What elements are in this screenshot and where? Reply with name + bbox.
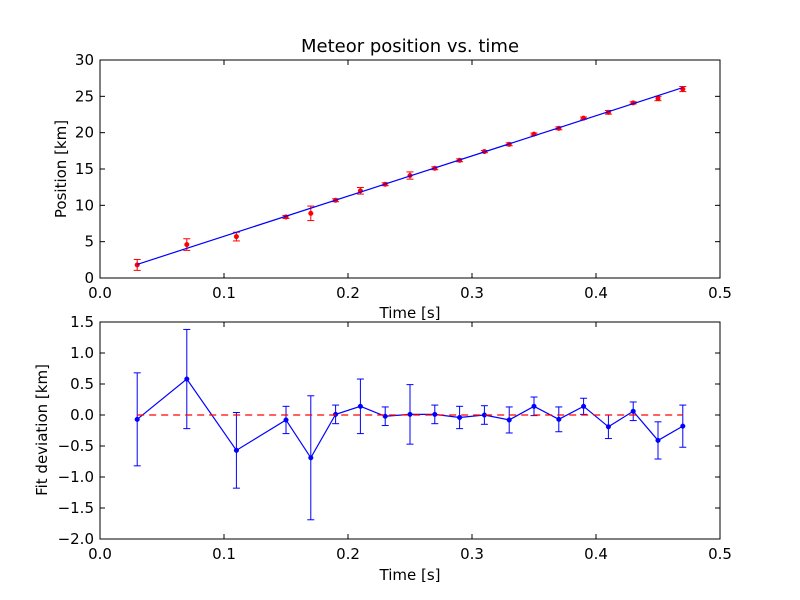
deviation-data-point bbox=[357, 403, 363, 409]
deviation-data-point bbox=[407, 411, 413, 417]
deviation-y-tick-label: 1.5 bbox=[70, 313, 94, 331]
deviation-data-point bbox=[680, 423, 686, 429]
deviation-chart-frame bbox=[99, 321, 721, 540]
position-data-point bbox=[655, 95, 661, 102]
deviation-x-tick-label: 0.5 bbox=[708, 545, 732, 563]
position-x-tick-label: 0.1 bbox=[212, 284, 236, 302]
deviation-data-point bbox=[556, 416, 562, 422]
deviation-x-tick-label: 0.3 bbox=[460, 545, 484, 563]
position-y-tick-label: 0 bbox=[84, 269, 94, 287]
position-x-tick-label: 0.3 bbox=[460, 284, 484, 302]
deviation-x-tick-label: 0.0 bbox=[88, 545, 112, 563]
position-y-tick-label: 25 bbox=[75, 87, 94, 105]
deviation-chart: 0.0 0.1 0.2 0.3 0.4 0.5 −2.0 −1.5 −1.0 −0.5 0.0 0.5… bbox=[33, 313, 732, 584]
deviation-x-tick-label: 0.1 bbox=[212, 545, 236, 563]
position-chart: Meteor position vs. time 0.0 0.1 0.2 0.3 0.4… bbox=[52, 36, 732, 322]
position-x-tick-label: 0.4 bbox=[584, 284, 608, 302]
position-chart-plot-area bbox=[100, 60, 720, 278]
deviation-data-point bbox=[457, 414, 463, 421]
deviation-chart-series bbox=[133, 328, 687, 521]
deviation-y-tick-label: 0.0 bbox=[70, 406, 94, 424]
deviation-data-point bbox=[506, 417, 512, 423]
position-chart-frame bbox=[99, 59, 721, 279]
deviation-data-point bbox=[581, 403, 587, 409]
position-data-point bbox=[233, 234, 239, 240]
position-y-tick-label: 5 bbox=[84, 233, 94, 251]
deviation-x-tick-label: 0.2 bbox=[336, 545, 360, 563]
deviation-y-tick-label: −1.0 bbox=[58, 468, 94, 486]
position-data-point bbox=[680, 86, 686, 92]
position-y-tick-label: 15 bbox=[75, 160, 94, 178]
position-data-point bbox=[184, 242, 190, 248]
deviation-data-point bbox=[308, 455, 314, 461]
deviation-data-point bbox=[531, 403, 537, 409]
deviation-y-tick-label: −0.5 bbox=[58, 437, 94, 455]
position-chart-y-label: Position [km] bbox=[52, 120, 70, 218]
deviation-chart-ticks: 0.0 0.1 0.2 0.3 0.4 0.5 −2.0 −1.5 −1.0 −0.5 0.0 0.5… bbox=[58, 313, 732, 563]
deviation-data-point bbox=[283, 417, 289, 423]
position-y-tick-label: 10 bbox=[75, 196, 94, 214]
position-x-tick-label: 0.2 bbox=[336, 284, 360, 302]
deviation-data-point bbox=[134, 416, 140, 422]
deviation-data-point bbox=[630, 408, 636, 414]
position-x-tick-label: 0.5 bbox=[708, 284, 732, 302]
position-fit-line bbox=[137, 87, 683, 265]
deviation-y-tick-label: 0.5 bbox=[70, 375, 94, 393]
deviation-chart-y-label: Fit deviation [km] bbox=[33, 364, 51, 496]
deviation-data-point bbox=[655, 437, 661, 443]
deviation-x-tick-label: 0.4 bbox=[584, 545, 608, 563]
deviation-data-point bbox=[233, 447, 239, 453]
deviation-y-tick-label: −1.5 bbox=[58, 499, 94, 517]
deviation-data-line bbox=[136, 378, 684, 459]
position-y-tick-label: 30 bbox=[75, 51, 94, 69]
position-chart-ticks: 0.0 0.1 0.2 0.3 0.4 0.5 0 5 10 15 20 25 30 bbox=[75, 51, 732, 302]
deviation-data-point bbox=[333, 411, 339, 417]
deviation-data-point bbox=[184, 376, 190, 382]
position-chart-title: Meteor position vs. time bbox=[301, 36, 519, 57]
position-data-point bbox=[308, 210, 314, 216]
position-chart-series bbox=[133, 86, 687, 271]
position-y-tick-label: 20 bbox=[75, 124, 94, 142]
deviation-data-point bbox=[605, 424, 611, 430]
position-x-tick-label: 0.0 bbox=[88, 284, 112, 302]
deviation-chart-x-label: Time [s] bbox=[379, 566, 441, 584]
deviation-y-tick-label: −2.0 bbox=[58, 530, 94, 548]
position-chart-x-label: Time [s] bbox=[379, 304, 441, 322]
deviation-data-point bbox=[432, 411, 438, 417]
deviation-y-tick-label: 1.0 bbox=[70, 344, 94, 362]
